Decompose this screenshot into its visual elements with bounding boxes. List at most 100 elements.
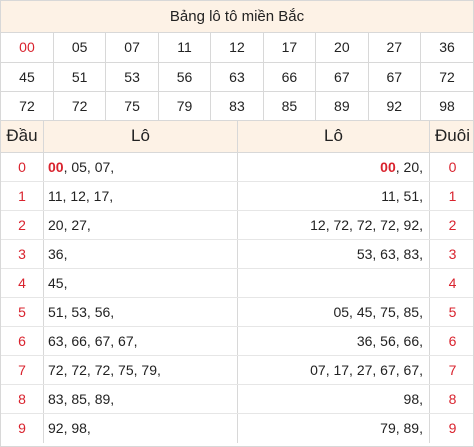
duoi-cell: 2 [448,216,457,233]
number-cell: 72 [1,91,54,121]
duoi-cell: 0 [448,158,457,175]
number-cell: 53 [105,62,159,92]
number-cell: 11 [157,33,212,63]
number-cell: 36 [420,33,473,63]
duoi-cell: 9 [448,420,457,436]
number-cell: 72 [52,91,107,121]
lo-values: 72, 72, 72, 75, 79, [48,361,161,378]
number-cell: 20 [315,33,369,63]
table-row: 1 11, 12, 17, 11, 51, 1 [1,181,473,211]
lo-right-cell: 00, 20, [238,152,430,181]
lo-left-cell: 83, 85, 89, [44,384,238,413]
duoi-cell: 8 [448,390,457,407]
lo-right-cell: 12, 72, 72, 72, 92, [238,210,430,239]
lo-left-cell: 11, 12, 17, [44,181,238,210]
header-duoi: Đuôi [435,126,470,145]
lo-right-cell: 36, 56, 66, [238,326,430,355]
number-cell: 83 [210,91,264,121]
table-row: 2 20, 27, 12, 72, 72, 72, 92, 2 [1,210,473,240]
lo-values: 98, [403,390,423,407]
dau-cell: 7 [1,355,44,384]
number-cell: 66 [262,62,317,92]
dau-cell: 2 [1,210,44,239]
duoi-cell: 5 [448,303,457,320]
table-row: 3 36, 53, 63, 83, 3 [1,239,473,269]
lo-right-cell: 11, 51, [238,181,430,210]
lo-right-cell: 98, [238,384,430,413]
dau-cell: 8 [1,384,44,413]
table-row: 8 83, 85, 89, 98, 8 [1,384,473,414]
dau-cell: 6 [1,326,44,355]
table-row: 6 63, 66, 67, 67, 36, 56, 66, 6 [1,326,473,356]
lo-values: 36, 56, 66, [356,332,423,349]
lo-left-cell: 92, 98, [44,413,238,443]
number-cell: 05 [52,33,107,63]
number-cell: 07 [105,33,159,63]
lo-values: 51, 53, 56, [48,303,115,320]
lo-right-cell [238,268,430,297]
number-cell: 89 [315,91,369,121]
lo-left-cell: 36, [44,239,238,268]
lo-values: , 05, 07, [63,158,115,175]
number-cell: 85 [262,91,317,121]
numbers-row: 72 72 75 79 83 85 89 92 98 [1,91,473,121]
lo-values: 53, 63, 83, [356,245,423,262]
header-lo-left: Lô [44,120,238,152]
lo-values: 12, 72, 72, 72, 92, [310,216,423,233]
duoi-cell: 4 [448,274,457,291]
number-cell: 17 [262,33,317,63]
lo-values: 45, [48,274,68,291]
lo-values: 20, 27, [48,216,91,233]
dau-cell: 9 [1,413,44,443]
numbers-row: 00 05 07 11 12 17 20 27 36 [1,33,473,63]
number-cell: 67 [367,62,422,92]
lo-values: , 20, [395,158,423,175]
duoi-cell: 7 [448,361,457,378]
dau-duoi-rows: 0 00, 05, 07, 00, 20, 0 1 11, 12, 17, 11, 51, 1… [1,152,473,443]
lo-highlight: 00 [48,158,64,175]
duoi-cell: 1 [448,187,457,204]
table-row: 9 92, 98, 79, 89, 9 [1,413,473,443]
number-cell: 75 [105,91,159,121]
lo-left-cell: 20, 27, [44,210,238,239]
lo-highlight: 00 [380,158,396,175]
number-cell: 63 [210,62,264,92]
lo-right-cell: 79, 89, [238,413,430,443]
dau-cell: 1 [1,181,44,210]
lo-right-cell: 05, 45, 75, 85, [238,297,430,326]
lo-values: 11, 12, 17, [48,187,114,204]
lo-values: 83, 85, 89, [48,390,115,407]
dau-cell: 4 [1,268,44,297]
lo-right-cell: 07, 17, 27, 67, 67, [238,355,430,384]
lo-values: 11, 51, [381,187,423,204]
number-cell: 27 [367,33,422,63]
number-cell: 92 [367,91,422,121]
numbers-grid: 00 05 07 11 12 17 20 27 36 45 51 53 56 63 66 67 67 72 72 72… [1,33,473,121]
number-cell: 79 [157,91,212,121]
number-cell: 67 [315,62,369,92]
table-row: 4 45, 4 [1,268,473,298]
numbers-row: 45 51 53 56 63 66 67 67 72 [1,62,473,92]
table-title: Bảng lô tô miền Bắc [1,1,473,33]
lo-left-cell: 00, 05, 07, [44,152,238,181]
lo-values: 79, 89, [380,420,423,436]
number-cell: 45 [1,62,54,92]
lo-left-cell: 63, 66, 67, 67, [44,326,238,355]
lo-left-cell: 45, [44,268,238,297]
lo-values: 07, 17, 27, 67, 67, [310,361,423,378]
dau-cell: 5 [1,297,44,326]
table-row: 5 51, 53, 56, 05, 45, 75, 85, 5 [1,297,473,327]
header-lo-right: Lô [238,120,430,152]
dau-duoi-header: Đầu Lô Lô Đuôi [1,120,473,153]
number-cell: 00 [1,33,54,63]
lo-left-cell: 72, 72, 72, 75, 79, [44,355,238,384]
header-dau: Đầu [1,120,44,152]
number-cell: 98 [420,91,473,121]
duoi-cell: 3 [448,245,457,262]
lo-values: 36, [48,245,68,262]
dau-cell: 0 [1,152,44,181]
lo-values: 05, 45, 75, 85, [333,303,423,320]
table-row: 7 72, 72, 72, 75, 79, 07, 17, 27, 67, 67, 7 [1,355,473,385]
table-row: 0 00, 05, 07, 00, 20, 0 [1,152,473,182]
